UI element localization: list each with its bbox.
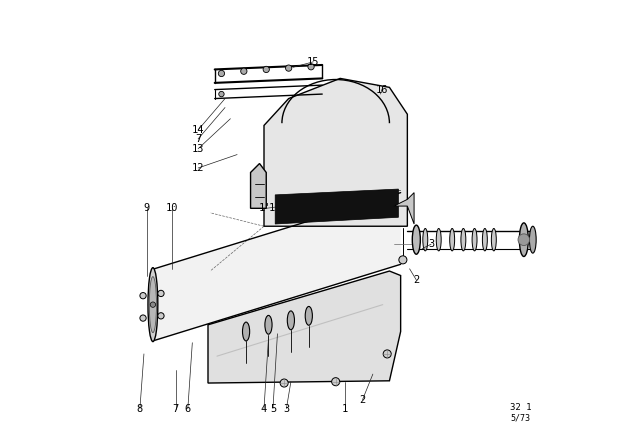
Ellipse shape (149, 276, 157, 332)
Ellipse shape (305, 306, 312, 325)
Circle shape (518, 234, 530, 246)
Text: 4: 4 (261, 404, 267, 414)
Text: 32 1: 32 1 (511, 403, 532, 412)
Text: 9: 9 (143, 203, 150, 213)
Text: 1: 1 (342, 404, 348, 414)
Text: 12: 12 (192, 163, 204, 173)
Circle shape (140, 315, 146, 321)
Polygon shape (251, 164, 266, 208)
Ellipse shape (492, 228, 496, 251)
Ellipse shape (472, 228, 477, 251)
Circle shape (241, 68, 247, 74)
Ellipse shape (412, 225, 420, 254)
Text: 3: 3 (428, 239, 434, 249)
Circle shape (218, 70, 225, 77)
Text: 6: 6 (185, 404, 191, 414)
Text: 7: 7 (195, 134, 201, 144)
Text: 3: 3 (284, 404, 289, 414)
Polygon shape (275, 189, 398, 224)
Text: 16: 16 (376, 85, 388, 95)
Polygon shape (394, 193, 414, 224)
Ellipse shape (520, 223, 529, 256)
Ellipse shape (529, 226, 536, 253)
Ellipse shape (148, 267, 158, 341)
Ellipse shape (265, 315, 272, 334)
Ellipse shape (483, 228, 487, 251)
Text: 2: 2 (413, 275, 419, 285)
Ellipse shape (450, 228, 454, 251)
Circle shape (332, 378, 340, 386)
Ellipse shape (461, 228, 466, 251)
Polygon shape (154, 193, 401, 340)
Text: 5: 5 (270, 404, 276, 414)
Circle shape (219, 91, 224, 97)
Text: 2: 2 (360, 395, 365, 405)
Circle shape (158, 313, 164, 319)
Text: 7: 7 (173, 404, 179, 414)
Circle shape (158, 290, 164, 297)
Polygon shape (264, 78, 407, 226)
Circle shape (285, 65, 292, 71)
Text: 1': 1' (259, 203, 271, 213)
Circle shape (263, 66, 269, 73)
Ellipse shape (287, 311, 294, 330)
Circle shape (150, 302, 156, 307)
Ellipse shape (423, 228, 428, 251)
Circle shape (140, 293, 146, 299)
Text: 5/73: 5/73 (511, 413, 531, 422)
Circle shape (308, 64, 314, 70)
Text: 14: 14 (192, 125, 204, 135)
Circle shape (399, 256, 407, 264)
Ellipse shape (243, 322, 250, 341)
Circle shape (280, 379, 288, 387)
Text: 10: 10 (166, 203, 179, 213)
Polygon shape (208, 271, 401, 383)
Text: 1: 1 (269, 203, 275, 213)
Text: 15: 15 (307, 57, 319, 67)
Text: 13: 13 (192, 144, 204, 154)
Ellipse shape (436, 228, 441, 251)
Circle shape (383, 350, 391, 358)
Text: 8: 8 (137, 404, 143, 414)
